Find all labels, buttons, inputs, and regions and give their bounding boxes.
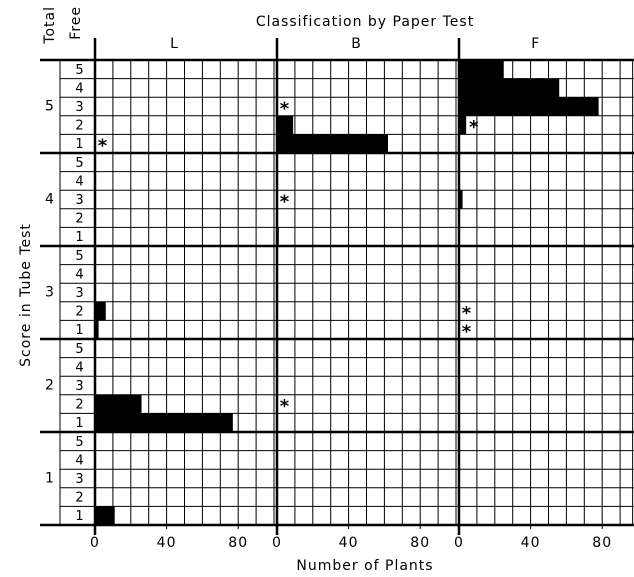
free-label: 5	[75, 249, 84, 264]
free-label: 3	[75, 193, 84, 208]
marker: *	[462, 322, 472, 343]
free-label: 3	[75, 472, 84, 487]
free-label: 1	[75, 230, 84, 245]
y-axis-label: Score in Tube Test	[18, 223, 34, 367]
bar	[459, 115, 467, 135]
free-label: 4	[75, 267, 84, 282]
bar	[459, 78, 560, 98]
free-label: 4	[75, 81, 84, 96]
free-label: 2	[75, 398, 84, 413]
x-tick-label: 80	[592, 535, 612, 551]
total-label: 1	[45, 471, 55, 487]
free-label: 1	[75, 137, 84, 152]
free-label: 2	[75, 119, 84, 134]
x-tick-label: 80	[228, 535, 248, 551]
bar	[277, 227, 279, 246]
free-label: 1	[75, 416, 84, 431]
total-label: 4	[45, 192, 55, 208]
free-label: 5	[75, 156, 84, 171]
panel-label: B	[351, 36, 362, 52]
bar	[95, 506, 115, 525]
bar	[95, 320, 99, 339]
chart-title: Classification by Paper Test	[256, 14, 474, 30]
free-label: 5	[75, 435, 84, 450]
x-tick-label: 40	[521, 535, 541, 551]
marker: *	[280, 192, 290, 213]
free-label: 2	[75, 212, 84, 227]
bar	[95, 301, 106, 321]
free-label: 5	[75, 342, 84, 357]
free-label: 2	[75, 305, 84, 320]
total-label: 5	[45, 99, 55, 115]
marker: *	[469, 117, 479, 138]
free-label: 3	[75, 100, 84, 115]
bar	[459, 97, 599, 116]
bar	[459, 60, 504, 79]
free-label: 3	[75, 379, 84, 394]
total-header: Total	[42, 6, 58, 45]
marker: *	[280, 99, 290, 120]
x-tick-label: 80	[410, 535, 430, 551]
bar	[277, 134, 388, 153]
panel-label: L	[170, 36, 179, 52]
x-tick-label: 0	[272, 535, 282, 551]
free-label: 2	[75, 491, 84, 506]
total-label: 3	[45, 285, 55, 301]
x-tick-label: 40	[157, 535, 177, 551]
bar	[277, 115, 294, 135]
x-axis-label: Number of Plants	[296, 558, 433, 574]
panel-label: F	[531, 36, 540, 52]
free-label: 1	[75, 323, 84, 338]
x-tick-label: 0	[454, 535, 464, 551]
bar	[95, 413, 233, 432]
free-label: 3	[75, 286, 84, 301]
x-tick-label: 40	[339, 535, 359, 551]
marker: *	[98, 136, 108, 157]
free-label: 4	[75, 453, 84, 468]
free-label: 4	[75, 174, 84, 189]
marker: *	[462, 303, 472, 324]
total-label: 2	[45, 378, 55, 394]
x-tick-label: 0	[90, 535, 100, 551]
bar	[459, 190, 463, 209]
bar	[95, 394, 142, 414]
free-label: 5	[75, 63, 84, 78]
free-label: 4	[75, 360, 84, 375]
free-header: Free	[68, 6, 84, 40]
marker: *	[280, 396, 290, 417]
free-label: 1	[75, 509, 84, 524]
